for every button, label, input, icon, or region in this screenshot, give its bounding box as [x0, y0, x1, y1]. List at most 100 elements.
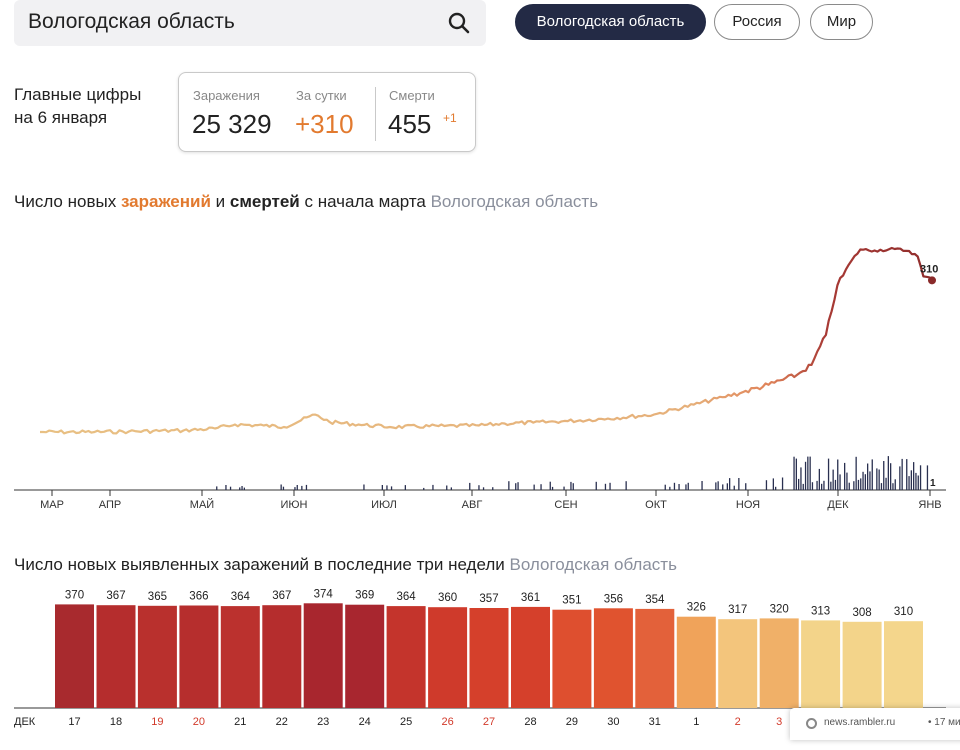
- death-bar: [765, 480, 768, 490]
- death-bar: [807, 456, 809, 490]
- death-bar: [687, 482, 689, 490]
- death-bar: [919, 465, 922, 490]
- chart1-title-region: Вологодская область: [430, 192, 599, 211]
- death-bar: [846, 472, 848, 490]
- bar-value-label: 365: [148, 591, 167, 603]
- death-bar: [917, 475, 919, 490]
- daily-value: +310: [295, 109, 354, 139]
- bar-value-label: 374: [314, 588, 334, 600]
- death-bar: [738, 478, 740, 490]
- search-icon[interactable]: [446, 10, 472, 36]
- source-badge[interactable]: news.rambler.ru • 17 мин: [790, 708, 960, 740]
- x-tick-label: ИЮН: [281, 499, 308, 511]
- search-input[interactable]: Вологодская область: [28, 10, 235, 33]
- bar-day-label: 2: [735, 716, 741, 728]
- death-bar: [570, 481, 572, 490]
- bar: [345, 604, 385, 708]
- daily-label: За сутки: [296, 88, 347, 103]
- search-bar[interactable]: Вологодская область: [14, 0, 486, 46]
- death-bar: [225, 485, 227, 490]
- death-bar: [404, 485, 406, 490]
- bar: [96, 605, 136, 708]
- death-bar: [722, 484, 724, 490]
- chart1-title-and: и: [210, 192, 230, 211]
- death-bar: [540, 484, 542, 490]
- death-bar: [423, 487, 425, 490]
- death-bar: [871, 459, 873, 490]
- deaths-value: 455: [388, 109, 432, 139]
- death-bar: [853, 481, 855, 490]
- death-bar: [478, 485, 480, 490]
- bar: [386, 606, 426, 708]
- death-bar: [673, 482, 676, 490]
- death-bar: [910, 470, 912, 490]
- deaths-label: Смерти: [389, 88, 435, 103]
- bar-value-label: 364: [231, 591, 251, 603]
- death-bar: [508, 481, 510, 490]
- death-bar: [795, 458, 797, 490]
- tab-world[interactable]: Мир: [810, 4, 873, 40]
- death-bar: [915, 472, 917, 490]
- bars: 3701736718365193662036421367223742336924…: [55, 588, 923, 728]
- death-bar: [864, 474, 866, 490]
- bar-value-label: 351: [562, 595, 581, 607]
- bar-day-label: 1: [693, 716, 699, 728]
- death-bar: [913, 462, 915, 490]
- chart1-title-deaths: смертей: [229, 192, 300, 211]
- bar-value-label: 310: [894, 606, 913, 618]
- death-bar: [857, 479, 860, 490]
- death-bar: [869, 471, 871, 490]
- death-bar: [816, 480, 818, 490]
- tab-region[interactable]: Вологодская область: [515, 4, 706, 40]
- death-bar: [772, 478, 774, 490]
- death-bar: [844, 462, 846, 490]
- bar-day-label: 19: [151, 716, 163, 728]
- x-tick-label: ИЮЛ: [371, 499, 397, 511]
- bar-value-label: 360: [438, 592, 457, 604]
- death-bar: [609, 482, 611, 490]
- death-bar: [726, 483, 728, 490]
- globe-icon: [806, 718, 817, 729]
- death-bar: [781, 477, 784, 490]
- bar-day-label: 21: [234, 716, 246, 728]
- death-bar: [715, 482, 717, 490]
- death-bar: [595, 481, 597, 490]
- death-bar: [381, 485, 383, 490]
- bar-day-label: 28: [524, 716, 536, 728]
- death-bar: [549, 481, 551, 490]
- bar-day-label: 17: [68, 716, 80, 728]
- bar: [220, 606, 260, 708]
- death-bar: [305, 484, 308, 490]
- infections-deaths-line-chart: МАР АПР МАЙ ИЮН ИЮЛ АВГ СЕН ОКТ НОЯ ДЕК ЯНВ 310 1: [14, 246, 946, 511]
- death-bar: [878, 469, 880, 490]
- tab-russia[interactable]: Россия: [714, 4, 800, 40]
- death-bar: [906, 459, 908, 490]
- bar: [179, 605, 219, 708]
- bar-value-label: 313: [811, 605, 830, 617]
- death-bar: [860, 478, 862, 490]
- bar-day-label: 27: [483, 716, 495, 728]
- bar-day-label: 3: [776, 716, 782, 728]
- death-bar: [800, 467, 802, 490]
- bar-value-label: 357: [479, 593, 498, 605]
- death-bar: [363, 484, 365, 490]
- death-bar: [818, 468, 820, 490]
- death-bar: [664, 484, 666, 490]
- bar-value-label: 317: [728, 604, 747, 616]
- stats-divider: [375, 87, 376, 141]
- death-bar: [432, 484, 434, 490]
- death-bar: [885, 477, 887, 490]
- x-tick-label: СЕН: [554, 499, 577, 511]
- death-bar: [551, 486, 554, 490]
- death-bar: [482, 487, 485, 490]
- death-bar: [876, 468, 878, 490]
- bar-value-label: 366: [189, 591, 208, 603]
- infections-label: Заражения: [193, 88, 260, 103]
- x-tick-label: АВГ: [462, 499, 483, 511]
- death-bar: [823, 480, 825, 490]
- bar-value-label: 326: [687, 602, 706, 614]
- x-tick-label: НОЯ: [736, 499, 760, 511]
- death-bar: [390, 486, 393, 490]
- death-bar: [894, 479, 896, 490]
- bar-value-label: 364: [397, 591, 417, 603]
